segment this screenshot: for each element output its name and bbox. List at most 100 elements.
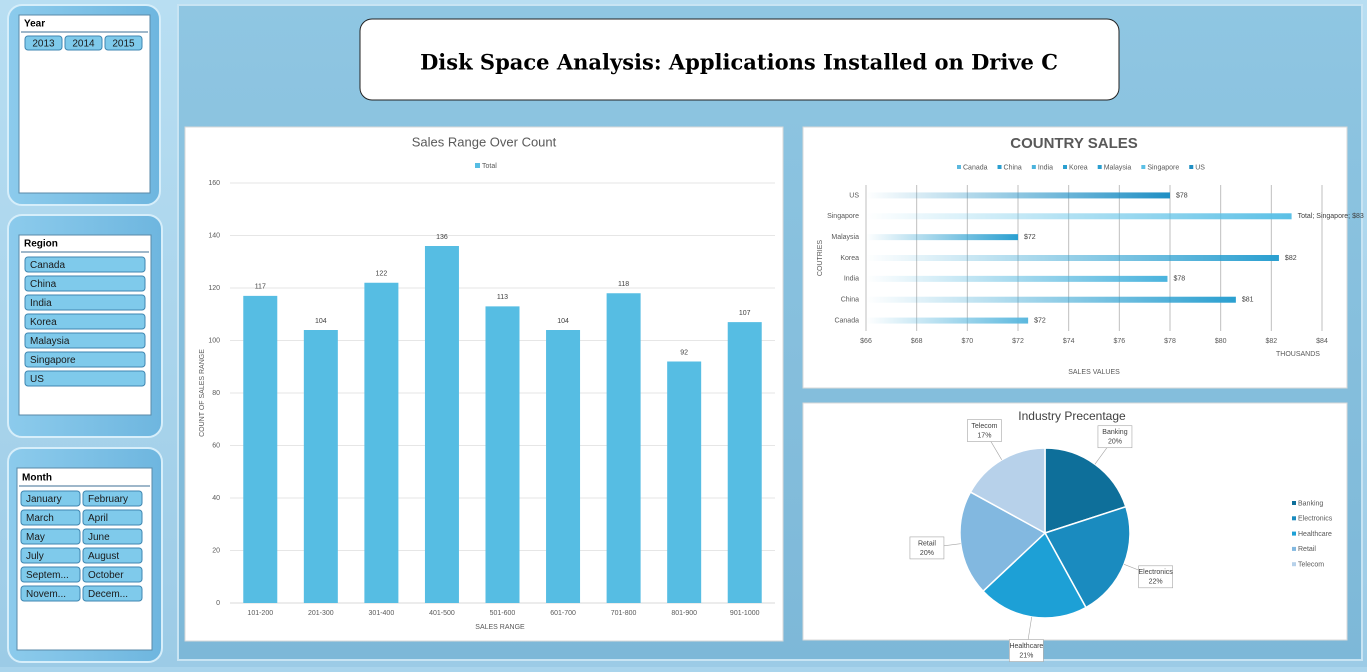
- slicer-item[interactable]: [20, 566, 81, 583]
- legend-swatch: [1097, 165, 1102, 169]
- x-tick-label: $66: [860, 338, 872, 345]
- label-box: [1097, 425, 1133, 449]
- slicer-item[interactable]: [24, 332, 146, 349]
- slicer-title: Region: [24, 239, 58, 250]
- legend-label: China: [1004, 164, 1022, 171]
- y-tick-label: 160: [208, 180, 220, 187]
- bar: [866, 192, 1170, 199]
- x-tick-label: $82: [1265, 338, 1277, 345]
- data-label: Healthcare: [1009, 643, 1043, 650]
- slicer-item[interactable]: [20, 547, 81, 564]
- y-tick-label: US: [849, 192, 859, 199]
- slicer-title: Year: [24, 19, 45, 30]
- label-box: [967, 419, 1002, 442]
- legend-swatch: [1292, 531, 1296, 536]
- slicer-item-label: March: [26, 513, 54, 524]
- slicer-item[interactable]: [24, 294, 146, 311]
- legend-swatch: [997, 165, 1002, 169]
- slicer-item[interactable]: [20, 509, 81, 526]
- slicer-item[interactable]: [20, 528, 81, 545]
- label-box: [909, 536, 945, 560]
- x-tick-label: $72: [1012, 338, 1024, 345]
- slicer-item-label: Korea: [30, 317, 57, 328]
- data-label: Telecom: [971, 423, 997, 430]
- label-box: [1009, 639, 1044, 662]
- y-tick-label: 140: [208, 232, 220, 239]
- y-axis-title: COUNT OF SALES RANGE: [199, 349, 206, 437]
- slicer-item-label: 2013: [32, 39, 55, 50]
- bar: [866, 296, 1236, 303]
- slicer-item-label: 2015: [112, 39, 135, 50]
- slicer-title: Month: [22, 473, 52, 484]
- slicer-item-label: July: [26, 551, 44, 562]
- x-tick-label: $68: [911, 338, 923, 345]
- data-label: 113: [497, 294, 508, 301]
- data-label: 22%: [1149, 579, 1163, 586]
- data-label: $78: [1173, 276, 1185, 283]
- data-label: 118: [618, 281, 629, 288]
- y-tick-label: Korea: [840, 255, 859, 262]
- y-tick-label: 0: [216, 600, 220, 607]
- slicer-item-label: Malaysia: [30, 336, 70, 347]
- slicer-item[interactable]: [24, 351, 146, 368]
- slicer-item-label: October: [88, 570, 124, 581]
- data-label: Total; Singapore; $83: [1298, 213, 1364, 220]
- legend-label: India: [1038, 164, 1053, 171]
- legend-label: Retail: [1298, 546, 1316, 553]
- bar: [866, 213, 1292, 220]
- slicer-item[interactable]: [82, 490, 143, 507]
- slicer-item[interactable]: [104, 35, 143, 51]
- legend-swatch: [957, 165, 961, 169]
- slicer-item[interactable]: [82, 566, 143, 583]
- x-tick-label: 601-700: [550, 610, 576, 617]
- y-tick-label: Malaysia: [831, 234, 859, 241]
- slicer-item[interactable]: [82, 528, 143, 545]
- legend-swatch: [1292, 546, 1296, 551]
- chart-title: COUNTRY SALES: [1010, 135, 1138, 152]
- data-label: 136: [436, 234, 448, 241]
- slicer-item-label: US: [30, 374, 44, 385]
- bar: [424, 246, 459, 603]
- slicer-item[interactable]: [20, 490, 81, 507]
- data-label: 21%: [1019, 652, 1033, 659]
- slicer-item[interactable]: [64, 35, 103, 51]
- y-tick-label: 60: [212, 442, 220, 449]
- bar: [243, 295, 278, 603]
- slicer-item[interactable]: [24, 256, 146, 273]
- x-tick-label: 301-400: [369, 610, 395, 617]
- x-tick-label: 401-500: [429, 610, 455, 617]
- bar: [485, 306, 520, 603]
- legend-label: Singapore: [1147, 164, 1179, 171]
- legend-label: Banking: [1298, 500, 1323, 507]
- slicer-item-label: China: [30, 279, 57, 290]
- x-tick-label: 901-1000: [730, 610, 760, 617]
- slicer-item[interactable]: [82, 509, 143, 526]
- data-label: $72: [1034, 317, 1046, 324]
- slicer-item[interactable]: [24, 275, 146, 292]
- slicer-item[interactable]: [82, 547, 143, 564]
- legend-swatch: [1292, 501, 1296, 505]
- slicer-item[interactable]: [20, 585, 81, 602]
- slicer-item[interactable]: [82, 585, 143, 602]
- x-tick-label: $74: [1063, 338, 1075, 345]
- y-tick-label: Singapore: [827, 213, 859, 220]
- data-label: 107: [739, 310, 751, 317]
- slicer-item[interactable]: [24, 313, 146, 330]
- slicer-item[interactable]: [24, 370, 146, 387]
- slicer-item-label: Singapore: [30, 355, 76, 366]
- bar: [866, 234, 1018, 241]
- slicer-item-label: June: [88, 532, 110, 543]
- legend-label: US: [1195, 164, 1205, 171]
- slicer-item[interactable]: [24, 35, 63, 51]
- data-label: 17%: [977, 432, 991, 439]
- data-label: 122: [376, 271, 388, 278]
- x-tick-label: $70: [961, 338, 973, 345]
- x-tick-label: $80: [1215, 338, 1227, 345]
- x-tick-label: $78: [1164, 338, 1176, 345]
- bar: [303, 330, 338, 603]
- legend-swatch: [475, 163, 480, 168]
- slicer-item-label: May: [26, 532, 45, 543]
- y-axis-title: COUTRIES: [817, 240, 824, 277]
